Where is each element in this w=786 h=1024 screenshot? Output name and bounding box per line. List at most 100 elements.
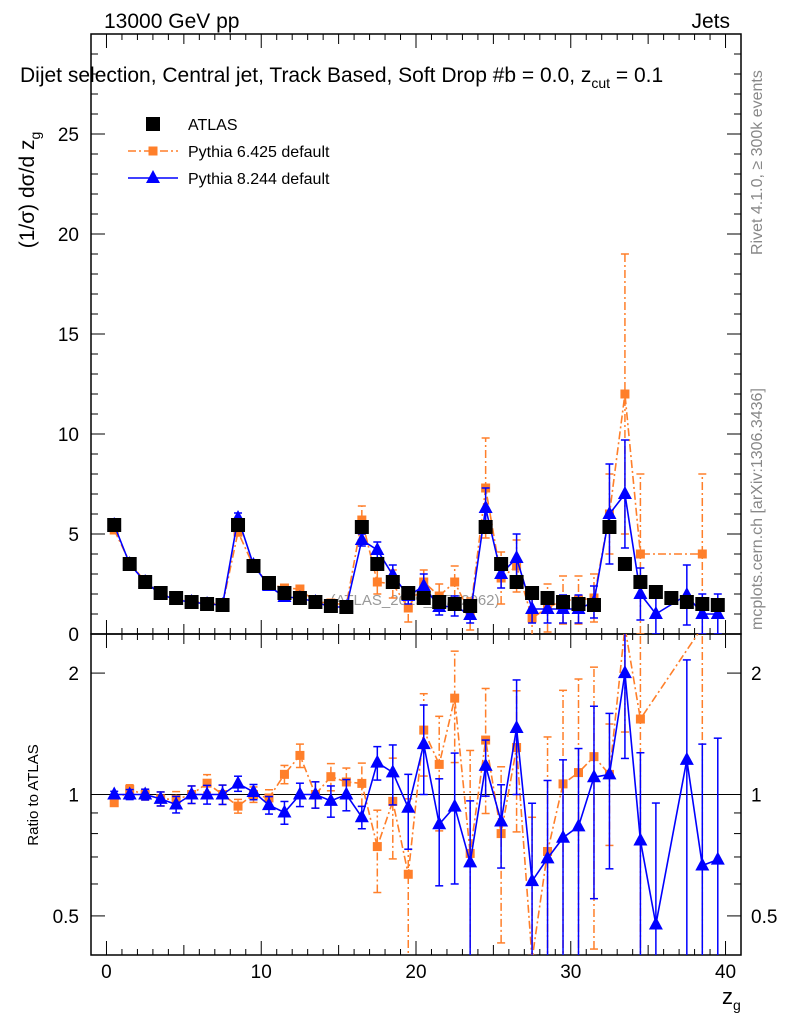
legend-label-atlas: ATLAS bbox=[188, 117, 238, 134]
pythia-6-425-default-ratio-point bbox=[326, 772, 336, 782]
pythia-8-244-default-ratio-point bbox=[385, 764, 400, 778]
chart-title: Dijet selection, Central jet, Track Base… bbox=[20, 64, 663, 91]
y-tick-label: 10 bbox=[58, 425, 79, 446]
header-left: 13000 GeV pp bbox=[104, 10, 239, 33]
atlas-point bbox=[339, 600, 354, 614]
ratio-panel bbox=[107, 634, 725, 955]
pythia-6-425-default-ratio-point bbox=[233, 801, 243, 811]
atlas-point bbox=[122, 557, 137, 571]
pythia-8-244-default-ratio-point bbox=[648, 916, 663, 930]
pythia-8-244-default-ratio-point bbox=[695, 857, 710, 871]
legend-marker-pythia-6-425-default bbox=[148, 146, 158, 156]
pythia-8-244-default-point bbox=[633, 586, 648, 599]
side-text-bottom: mcplots.cern.ch [arXiv:1306.3436] bbox=[749, 388, 766, 630]
pythia-8-244-default-ratio-point bbox=[463, 854, 478, 868]
pythia-8-244-default-point bbox=[354, 532, 369, 545]
atlas-point bbox=[571, 597, 586, 611]
x-tick-label: 10 bbox=[251, 962, 272, 983]
atlas-point bbox=[246, 559, 261, 573]
atlas-point bbox=[586, 598, 601, 612]
atlas-point bbox=[292, 591, 307, 605]
atlas-point bbox=[261, 576, 276, 590]
pythia-8-244-default-ratio-point bbox=[107, 786, 122, 800]
pythia-6-425-default-point bbox=[450, 577, 460, 587]
pythia-8-244-default-point bbox=[478, 500, 493, 513]
legend-label-pythia-6-425-default: Pythia 6.425 default bbox=[188, 144, 330, 161]
pythia-6-425-default-point bbox=[295, 584, 305, 594]
atlas-point bbox=[648, 585, 663, 599]
legend-marker-pythia-8-244-default bbox=[146, 170, 160, 183]
pythia-6-425-default-ratio-point bbox=[109, 798, 119, 808]
pythia-8-244-default-ratio-point bbox=[586, 769, 601, 783]
x-axis-label: zg bbox=[722, 984, 741, 1013]
pythia-8-244-default-point bbox=[617, 486, 632, 499]
pythia-8-244-default-ratio-point bbox=[231, 775, 246, 789]
pythia-8-244-default-ratio-point bbox=[525, 873, 540, 887]
pythia-6-425-default-point bbox=[403, 603, 413, 613]
atlas-point bbox=[401, 586, 416, 600]
pythia-6-425-default-ratio-point bbox=[202, 778, 212, 788]
pythia-8-244-default-ratio-point bbox=[710, 851, 725, 865]
pythia-6-425-default-ratio-point bbox=[295, 750, 305, 760]
pythia-8-244-default-ratio-point bbox=[292, 786, 307, 800]
pythia-8-244-default-ratio-point bbox=[679, 751, 694, 765]
header-right: Jets bbox=[691, 10, 730, 33]
atlas-point bbox=[556, 595, 571, 609]
pythia-6-425-default-ratio-point bbox=[372, 842, 382, 852]
x-tick-label: 0 bbox=[101, 962, 112, 983]
atlas-point bbox=[215, 598, 230, 612]
atlas-point bbox=[153, 586, 168, 600]
atlas-point bbox=[633, 575, 648, 589]
atlas-point bbox=[138, 575, 153, 589]
pythia-6-425-default-ratio-point bbox=[527, 954, 537, 955]
pythia-6-425-default-point bbox=[620, 389, 630, 399]
pythia-6-425-default-point bbox=[372, 577, 382, 587]
pythia-8-244-default-ratio-point bbox=[153, 790, 168, 804]
pythia-8-244-default-ratio-point bbox=[246, 783, 261, 797]
pythia-8-244-default-ratio-point bbox=[339, 786, 354, 800]
pythia-8-244-default-ratio-point bbox=[432, 816, 447, 830]
pythia-8-244-default-ratio-point bbox=[354, 809, 369, 823]
pythia-8-244-default-ratio-point bbox=[323, 792, 338, 806]
atlas-point bbox=[478, 520, 493, 534]
pythia-8-244-default-ratio-point bbox=[633, 832, 648, 846]
atlas-point bbox=[463, 599, 478, 613]
atlas-point bbox=[664, 591, 679, 605]
y-tick-label: 20 bbox=[58, 225, 79, 246]
pythia-8-244-default-point bbox=[494, 566, 509, 579]
pythia-8-244-default-point bbox=[710, 606, 725, 619]
x-tick-label: 20 bbox=[405, 962, 426, 983]
y-tick-label: 25 bbox=[58, 125, 79, 146]
ratio-tick-label: 0.5 bbox=[751, 907, 777, 928]
pythia-8-244-default-ratio-point bbox=[617, 665, 632, 679]
atlas-point bbox=[416, 591, 431, 605]
pythia-8-244-default-ratio-point bbox=[602, 766, 617, 780]
pythia-8-244-default-point bbox=[525, 601, 540, 614]
legend-label-pythia-8-244-default: Pythia 8.244 default bbox=[188, 171, 330, 188]
pythia-6-425-default-point bbox=[697, 549, 707, 559]
y-axis-label: (1/σ) dσ/d zg bbox=[16, 132, 43, 249]
pythia-8-244-default-point bbox=[370, 542, 385, 555]
atlas-point bbox=[602, 520, 617, 534]
pythia-8-244-default-point bbox=[463, 607, 478, 620]
pythia-8-244-default-ratio-point bbox=[184, 786, 199, 800]
pythia-8-244-default-ratio-point bbox=[447, 798, 462, 812]
pythia-8-244-default-ratio-point bbox=[571, 818, 586, 832]
atlas-point bbox=[494, 557, 509, 571]
pythia-8-244-default-ratio-point bbox=[509, 720, 524, 734]
side-text-top: Rivet 4.1.0, ≥ 300k events bbox=[749, 70, 766, 255]
pythia-8-244-default-point bbox=[509, 550, 524, 563]
pythia-6-425-default-ratio-point bbox=[403, 869, 413, 879]
atlas-point bbox=[540, 591, 555, 605]
ratio-tick-label: 2 bbox=[68, 664, 79, 685]
atlas-point bbox=[107, 518, 122, 532]
pythia-8-244-default-ratio-point bbox=[169, 796, 184, 810]
pythia-8-244-default-point bbox=[540, 601, 555, 614]
pythia-6-425-default-ratio-point bbox=[357, 778, 367, 788]
ratio-tick-label: 1 bbox=[68, 786, 79, 807]
ratio-tick-label: 2 bbox=[751, 664, 762, 685]
pythia-8-244-default-ratio-point bbox=[122, 786, 137, 800]
x-tick-label: 30 bbox=[560, 962, 581, 983]
pythia-6-425-default-point bbox=[635, 549, 645, 559]
